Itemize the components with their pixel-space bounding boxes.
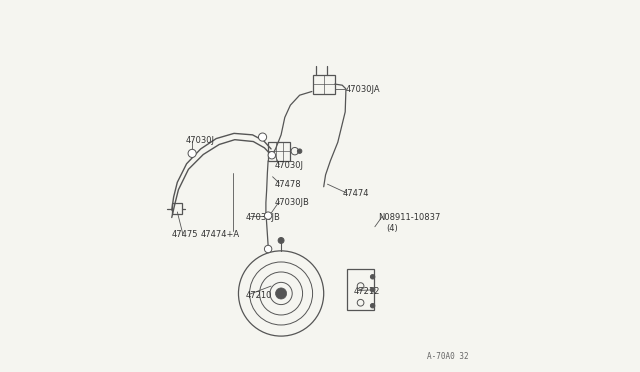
Text: 47474: 47474	[342, 189, 369, 198]
Text: 47210: 47210	[245, 291, 271, 300]
Circle shape	[298, 149, 302, 153]
Bar	[172, 203, 182, 214]
Circle shape	[264, 245, 272, 253]
Text: 47030J: 47030J	[186, 136, 215, 145]
Text: 47474+A: 47474+A	[200, 230, 239, 240]
Text: 47030JA: 47030JA	[346, 85, 381, 94]
Text: 47475: 47475	[172, 230, 198, 240]
Text: N08911-10837: N08911-10837	[378, 213, 441, 222]
Bar	[268, 141, 291, 161]
Text: 47030JB: 47030JB	[245, 213, 280, 222]
Circle shape	[278, 237, 284, 243]
Text: 47030J: 47030J	[275, 161, 304, 170]
Circle shape	[268, 151, 276, 159]
Circle shape	[276, 288, 287, 299]
Text: 47212: 47212	[353, 287, 380, 296]
Text: A-70A0 32: A-70A0 32	[427, 352, 468, 361]
Text: 47478: 47478	[275, 180, 301, 189]
Circle shape	[371, 304, 375, 308]
Text: 47030JB: 47030JB	[275, 198, 310, 207]
Text: (4): (4)	[387, 224, 399, 233]
Circle shape	[264, 212, 272, 219]
Bar	[312, 75, 335, 94]
Bar	[347, 269, 374, 310]
Circle shape	[259, 133, 267, 141]
Circle shape	[371, 288, 375, 292]
Circle shape	[188, 149, 196, 157]
Circle shape	[371, 275, 375, 279]
